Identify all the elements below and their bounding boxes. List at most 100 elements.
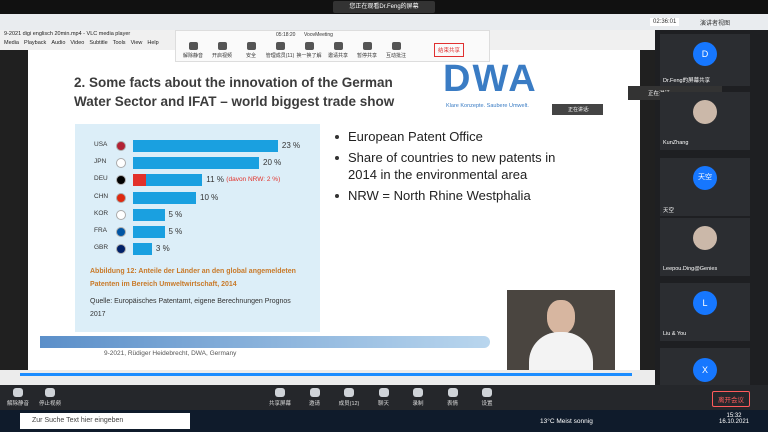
bullet: European Patent Office — [333, 128, 555, 145]
toolbar-button[interactable]: 邀请共享 — [323, 42, 353, 59]
value-label: 23 % — [281, 141, 301, 150]
toolbar-button[interactable]: 解除静音 — [1, 388, 35, 407]
button-label: 停止视频 — [38, 401, 61, 407]
toolbar-button[interactable]: 共享屏幕 — [263, 388, 297, 407]
button-label: 录制 — [412, 401, 424, 407]
time: 15:32 — [726, 413, 742, 419]
menu-item[interactable]: View — [130, 40, 143, 46]
toolbar-button[interactable]: 安全 — [236, 42, 266, 59]
value-label: 20 % — [263, 158, 282, 168]
bullet-list: European Patent Office Share of countries… — [333, 128, 555, 208]
meeting-timer: 02:36:01 — [650, 18, 680, 26]
toolbar-button[interactable]: 聊天 — [367, 388, 401, 407]
button-label: 表情 — [446, 401, 458, 407]
value-label: 10 % — [200, 192, 219, 202]
menu-item[interactable]: Help — [147, 40, 159, 46]
bullet: NRW = North Rhine Westphalia — [333, 187, 555, 204]
vlc-controls — [0, 370, 655, 385]
menu-item[interactable]: Media — [4, 40, 19, 46]
title-line: Water Sector and IFAT – world biggest tr… — [74, 94, 395, 109]
bullet-line: European Patent Office — [348, 129, 483, 144]
taskbar — [0, 410, 768, 432]
toolbar-button[interactable]: 暂停共享 — [352, 42, 382, 59]
slide-title: 2. Some facts about the innovation of th… — [74, 73, 394, 111]
meeting-header — [0, 14, 768, 30]
participant-name: Leepou.Ding@Genies — [663, 266, 718, 272]
toolbar-button[interactable]: 表情 — [436, 388, 470, 407]
toolbar-button[interactable]: 成员(12) — [332, 388, 366, 407]
flag — [116, 244, 126, 255]
avatar: D — [693, 42, 717, 66]
logo: DWA — [443, 58, 538, 100]
participant-tile: X — [660, 348, 750, 385]
participant-tile: L Liu & You — [660, 283, 750, 341]
bar — [133, 208, 165, 221]
stop-share[interactable]: 结束共享 — [434, 43, 465, 57]
avatar-photo — [693, 226, 717, 250]
bullet-line: NRW = North Rhine Westphalia — [348, 188, 531, 203]
button-label: 互动批注 — [385, 53, 406, 59]
vlc-menu: Media Playback Audio Video Subtitle Tools View… — [4, 40, 159, 46]
nrw-label: (davon NRW: 2 %) — [226, 176, 281, 184]
toolbar-button[interactable]: 停止视频 — [33, 388, 67, 407]
toolbar-button[interactable]: 换一换了解 — [294, 42, 324, 59]
menu-item[interactable]: Tools — [112, 40, 126, 46]
button-label: 管理成员(11) — [265, 53, 295, 59]
participant-name: Liu & You — [663, 331, 687, 337]
nrw-segment — [133, 174, 146, 187]
country-label: JPN — [94, 158, 107, 166]
button-label: 安全 — [245, 53, 256, 59]
slide-footer: 9-2021, Rüdiger Heidebrecht, DWA, German… — [104, 350, 237, 357]
clock: 15:32 16.10.2021 — [716, 413, 752, 425]
chart-caption: Patenten im Bereich Umweltwirtschaft, 20… — [90, 281, 237, 288]
menu-item[interactable]: Subtitle — [89, 40, 108, 46]
menu-item[interactable]: Playback — [23, 40, 47, 46]
menu-item[interactable]: Audio — [51, 40, 66, 46]
avatar-photo — [693, 100, 717, 124]
avatar: 天空 — [693, 166, 717, 190]
flag — [116, 175, 126, 186]
share-status: 05:18:20 — [276, 32, 296, 38]
bar — [133, 174, 203, 187]
button-label: 暂停共享 — [356, 53, 377, 59]
value-label: 5 % — [168, 209, 183, 219]
button-label: 成员(12) — [338, 401, 360, 407]
leave-button[interactable]: 离开会议 — [712, 391, 750, 407]
bar — [133, 191, 196, 204]
flag — [116, 192, 126, 203]
footer-band — [40, 336, 490, 348]
chart-caption: Abbildung 12: Anteile der Länder an den … — [90, 268, 296, 275]
search-box[interactable]: Zur Suche Text hier eingeben — [20, 413, 190, 429]
toolbar-button[interactable]: 邀请 — [298, 388, 332, 407]
bar — [133, 243, 152, 256]
toolbar-button[interactable]: 管理成员(11) — [265, 42, 295, 59]
avatar: L — [693, 291, 717, 315]
button-label: 换一换了解 — [296, 53, 322, 59]
bar — [133, 157, 259, 170]
participant-tile: Leepou.Ding@Genies — [660, 218, 750, 276]
country-label: DEU — [94, 175, 108, 183]
toolbar-button[interactable]: 设置 — [470, 388, 504, 407]
button-label: 共享屏幕 — [268, 401, 291, 407]
chart-source: 2017 — [90, 311, 106, 318]
bullet-dot — [335, 156, 339, 160]
flag — [116, 209, 126, 220]
view-mode[interactable]: 演讲者视图 — [700, 21, 731, 27]
participant-tile: KunZhang — [660, 92, 750, 150]
meeting-toolbar: 解除静音 停止视频 共享屏幕 邀请 成员(12) 聊天 录制 表情 设置 离开会议 — [0, 385, 768, 410]
share-toolbar: 05:18:20 VoovMeeting 解除静音 开启视频 安全 管理成员(11) 换一换… — [175, 30, 490, 62]
button-label: 邀请 — [308, 401, 320, 407]
menu-item[interactable]: Video — [70, 40, 85, 46]
speaker-video — [507, 290, 615, 370]
toolbar-button[interactable]: 录制 — [401, 388, 435, 407]
country-label: CHN — [94, 192, 109, 200]
toolbar-button[interactable]: 解除静音 — [178, 42, 208, 59]
button-label: 邀请共享 — [327, 53, 348, 59]
toolbar-button[interactable]: 开启视频 — [207, 42, 237, 59]
share-app: VoovMeeting — [304, 32, 333, 38]
button-label: 解除静音 — [182, 53, 203, 59]
toolbar-button[interactable]: 互动批注 — [381, 42, 411, 59]
button-label: 开启视频 — [211, 53, 232, 59]
logo-tagline: Klare Konzepte. Saubere Umwelt. — [446, 103, 529, 109]
